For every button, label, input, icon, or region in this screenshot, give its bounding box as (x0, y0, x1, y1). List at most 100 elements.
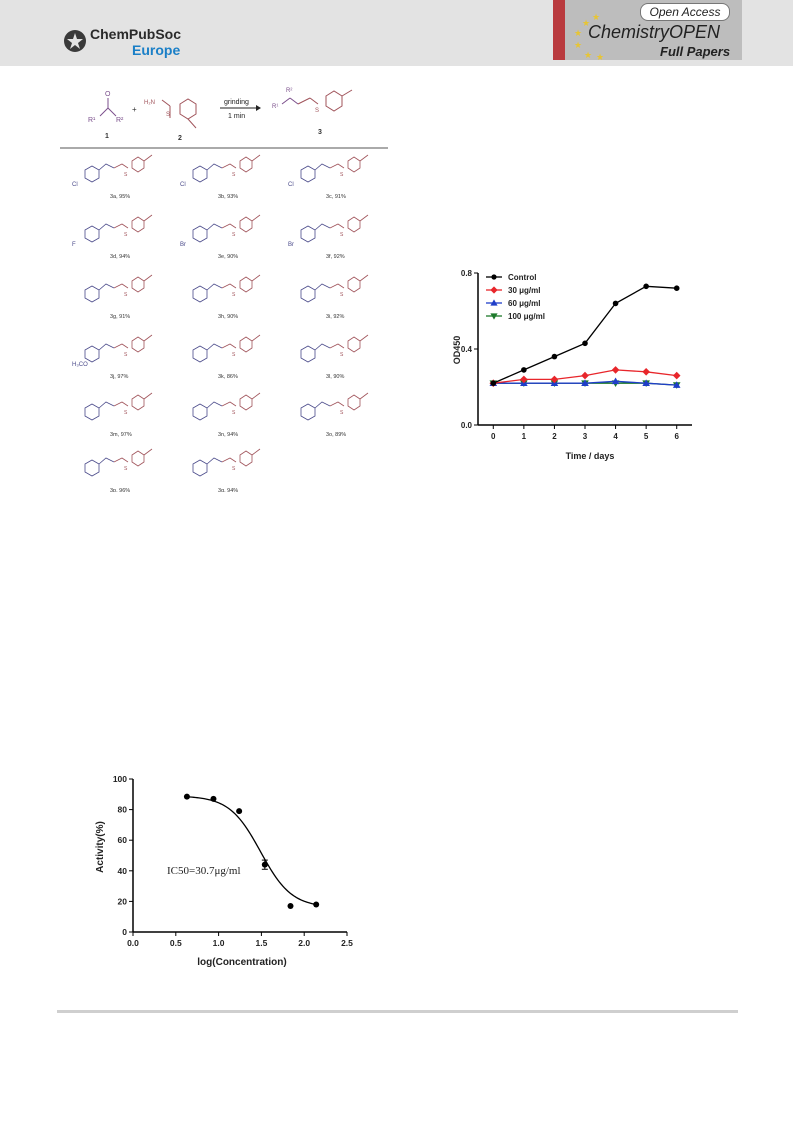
x-tick-label: 1.5 (255, 938, 267, 948)
compound-structure: S (84, 274, 153, 303)
svg-text:S: S (340, 232, 344, 238)
data-point (183, 793, 190, 800)
svg-text:S: S (124, 232, 128, 238)
compound-structure: S Cl (180, 154, 261, 188)
svg-text:S: S (315, 108, 319, 114)
svg-text:O: O (105, 91, 111, 98)
y-tick-label: 0.8 (461, 269, 473, 278)
data-point (582, 340, 588, 347)
substituent-label: H₃CO (72, 362, 88, 368)
compound-yield-label: 3a, 95% (110, 194, 130, 200)
legend-entry: Control (486, 273, 536, 282)
legend-label: 100 μg/ml (508, 312, 545, 321)
svg-text:S: S (340, 292, 344, 298)
compound-yield-label: 3f, 92% (326, 254, 345, 260)
substituent-label: Cl (72, 182, 78, 188)
svg-text:H₂N: H₂N (144, 100, 155, 106)
condition-top: grinding (224, 99, 249, 106)
svg-text:S: S (232, 292, 236, 298)
svg-text:S: S (124, 352, 128, 358)
product-label: 3 (318, 129, 322, 136)
compound-yield-label: 3q, 94% (218, 488, 238, 492)
x-tick-label: 2.0 (298, 938, 310, 948)
data-point (611, 366, 620, 374)
svg-text:S: S (124, 410, 128, 416)
svg-text:S: S (340, 172, 344, 178)
data-point (611, 377, 620, 385)
svg-text:S: S (124, 172, 128, 178)
x-tick-label: 2.5 (341, 938, 353, 948)
svg-text:S: S (340, 352, 344, 358)
svg-text:S: S (124, 292, 128, 298)
data-point (490, 380, 497, 386)
x-axis-label: Time / days (566, 451, 615, 461)
svg-text:★: ★ (574, 28, 582, 38)
compound-structure: S (192, 334, 261, 363)
data-point (490, 299, 498, 306)
svg-text:★: ★ (596, 52, 604, 60)
x-tick-label: 4 (613, 432, 618, 441)
y-tick-label: 0.0 (461, 421, 473, 430)
compound-structure: S (300, 274, 369, 303)
reactant2-label: 2 (178, 135, 182, 142)
svg-text:S: S (232, 232, 236, 238)
footer-divider (57, 1010, 738, 1013)
y-tick-label: 80 (118, 805, 128, 815)
open-access-badge: Open Access (640, 3, 730, 21)
x-tick-label: 1.0 (213, 938, 225, 948)
reaction-equation: O R¹ R² 1 + H₂N S 2 grinding 1 min R¹ R²… (88, 88, 353, 142)
compound-yield-label: 3o, 89% (326, 432, 346, 438)
publisher-star-icon (64, 30, 86, 52)
x-tick-label: 0.5 (170, 938, 182, 948)
compound-structure: S (84, 392, 153, 421)
compound-yield-label: 3g, 91% (110, 314, 130, 320)
substituent-label: Cl (180, 182, 186, 188)
y-axis-label: OD450 (452, 336, 462, 365)
x-tick-label: 5 (644, 432, 649, 441)
compound-yield-label: 3i, 92% (326, 314, 344, 320)
y-tick-label: 0 (122, 927, 127, 937)
legend-entry: 100 μg/ml (486, 312, 545, 321)
svg-text:R²: R² (286, 88, 292, 94)
legend-label: Control (508, 273, 536, 282)
fit-curve (186, 796, 318, 906)
compound-structure: S (192, 274, 261, 303)
y-axis-label: Activity(%) (95, 821, 106, 873)
data-point (490, 313, 498, 320)
svg-text:★: ★ (574, 40, 582, 50)
data-point (673, 285, 680, 291)
y-tick-label: 0.4 (461, 345, 473, 354)
reactant1-label: 1 (105, 133, 109, 140)
data-point (551, 353, 558, 360)
svg-text:S: S (340, 410, 344, 416)
y-tick-label: 60 (118, 835, 128, 845)
svg-text:★: ★ (584, 50, 592, 60)
x-axis-label: log(Concentration) (197, 957, 286, 968)
data-point (491, 274, 497, 280)
compound-yield-label: 3n, 94% (218, 432, 238, 438)
ic50-annotation: IC50=30.7μg/ml (167, 865, 241, 877)
compound-yield-label: 3k, 86% (218, 374, 238, 380)
compound-structure: S Cl (72, 154, 153, 188)
compound-yield-label: 3d, 94% (110, 254, 130, 260)
compound-structure: S Br (180, 214, 261, 248)
data-point (521, 367, 527, 373)
substituent-label: F (72, 242, 76, 248)
data-point (520, 375, 528, 384)
data-point (490, 286, 498, 294)
data-point (210, 795, 217, 802)
y-tick-label: 20 (118, 896, 128, 906)
svg-text:+: + (132, 105, 137, 114)
journal-name: ChemistryOPEN (588, 22, 721, 42)
compound-structure: S H₃CO (72, 334, 153, 368)
compound-structure: S (84, 448, 153, 477)
data-point (642, 368, 650, 376)
svg-text:S: S (232, 352, 236, 358)
data-point (313, 901, 320, 908)
data-point (236, 808, 243, 815)
x-tick-label: 0.0 (127, 938, 139, 948)
x-tick-label: 2 (552, 432, 557, 441)
data-point (550, 375, 559, 384)
compound-yield-label: 3e, 90% (218, 254, 238, 260)
section-label: Full Papers (660, 44, 731, 59)
